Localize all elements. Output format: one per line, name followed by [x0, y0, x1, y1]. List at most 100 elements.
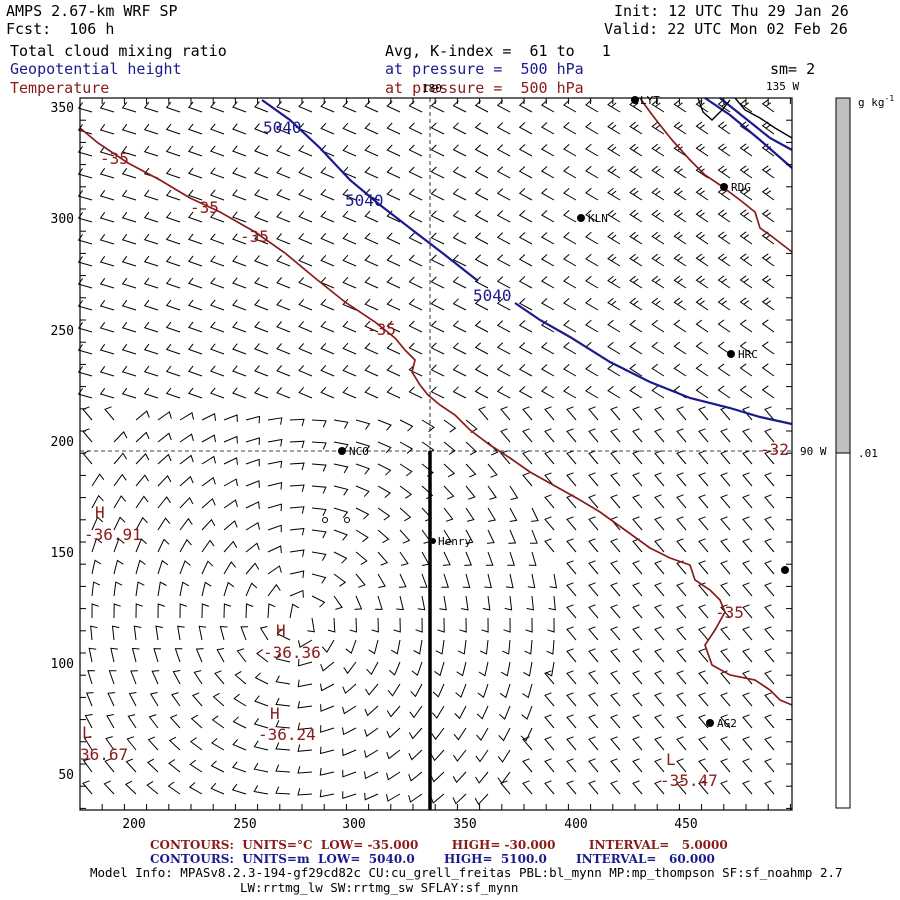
wind-barb	[364, 705, 379, 717]
wind-barb	[298, 387, 313, 399]
wind-barb	[77, 388, 93, 399]
wind-barb	[77, 322, 93, 333]
wind-barb	[209, 277, 225, 289]
wind-barb	[368, 639, 379, 655]
wind-barb	[276, 123, 291, 135]
wind-barb	[525, 617, 533, 633]
wind-barb	[113, 495, 127, 509]
wind-barb	[566, 560, 577, 575]
extremum-type: L	[82, 723, 92, 742]
wind-barb	[695, 385, 709, 399]
colorbar-units: g kg-1	[858, 94, 894, 109]
wind-barb	[764, 516, 775, 531]
wind-barb	[77, 124, 93, 135]
wind-barb	[408, 232, 423, 245]
wind-barb	[364, 100, 379, 113]
wind-barb	[720, 626, 731, 641]
wind-barb	[143, 387, 159, 399]
wind-barb	[355, 485, 370, 497]
wind-barb	[143, 255, 159, 267]
wind-barb	[364, 342, 379, 355]
wind-barb	[526, 595, 534, 611]
wind-barb	[566, 516, 577, 531]
wind-barb	[761, 385, 775, 399]
wind-barb	[566, 538, 577, 553]
wind-barb	[388, 661, 401, 676]
wind-barb	[179, 412, 194, 421]
wind-barb	[386, 122, 401, 135]
wind-barb	[254, 277, 269, 289]
wind-barb	[698, 714, 709, 729]
wind-barb	[298, 321, 313, 333]
wind-barb	[452, 232, 467, 245]
wind-barb	[566, 472, 577, 487]
wind-barb	[720, 648, 731, 663]
wind-barb	[342, 298, 357, 311]
wind-barb	[452, 298, 467, 311]
wind-barb	[698, 758, 709, 773]
wind-barb	[764, 406, 775, 421]
station-label: KLN	[588, 212, 608, 225]
wind-barb	[452, 793, 467, 805]
wind-barb	[364, 298, 379, 311]
wind-barb	[320, 166, 335, 179]
wind-barb	[764, 758, 775, 773]
wind-barb	[476, 705, 489, 720]
wind-barb	[408, 166, 423, 179]
wind-barb	[676, 648, 687, 663]
station-label: Henry	[438, 535, 471, 548]
wind-barb	[430, 254, 445, 267]
temp-contour-label: -32	[760, 440, 789, 459]
wind-barb	[386, 793, 401, 802]
wind-barb	[354, 595, 363, 610]
wind-barb	[342, 144, 357, 157]
wind-barb	[739, 143, 753, 157]
wind-barb	[739, 297, 753, 311]
wind-barb	[165, 145, 181, 157]
wind-barb	[121, 211, 137, 223]
wind-barb	[430, 298, 445, 311]
wind-barb	[676, 626, 687, 641]
colorbar: g kg-1 .01	[835, 94, 894, 809]
wind-barb	[135, 453, 150, 465]
wind-barb	[632, 582, 643, 597]
wind-barb	[99, 366, 115, 377]
wind-barb	[157, 432, 172, 443]
height-contour-label: 5040	[263, 118, 302, 137]
wind-barb	[135, 516, 148, 531]
wind-barb	[518, 320, 533, 333]
wind-barb	[232, 123, 247, 135]
wind-barb	[232, 299, 247, 311]
wind-barb	[82, 780, 93, 795]
wind-barb	[298, 299, 313, 311]
wind-barb	[232, 277, 247, 289]
wind-barb	[333, 529, 348, 541]
wind-barb	[566, 582, 577, 597]
wind-barb	[364, 188, 379, 201]
wind-barb	[717, 121, 731, 135]
wind-barb	[676, 736, 687, 751]
station-ag2-marker	[706, 719, 714, 727]
wind-barb	[475, 749, 489, 763]
wind-barb	[408, 749, 423, 761]
wind-barb	[209, 101, 225, 113]
wind-barb	[104, 406, 115, 421]
wind-barb	[720, 604, 731, 619]
wind-barb	[99, 300, 115, 311]
wind-barb	[435, 639, 445, 655]
wind-barb	[563, 276, 577, 289]
wind-barb	[127, 714, 137, 729]
wind-barb	[717, 231, 731, 245]
wind-barb	[654, 758, 665, 773]
wind-barb	[232, 255, 247, 267]
wind-barb	[453, 749, 467, 762]
wind-barb	[742, 516, 753, 531]
wind-barb	[211, 715, 225, 729]
wind-barb	[676, 472, 687, 487]
y-tick-label: 100	[51, 657, 74, 672]
wind-barb	[254, 672, 269, 685]
wind-barb	[430, 210, 445, 223]
wind-barb	[465, 507, 475, 522]
wind-barb	[267, 545, 282, 554]
wind-barb	[198, 625, 207, 641]
